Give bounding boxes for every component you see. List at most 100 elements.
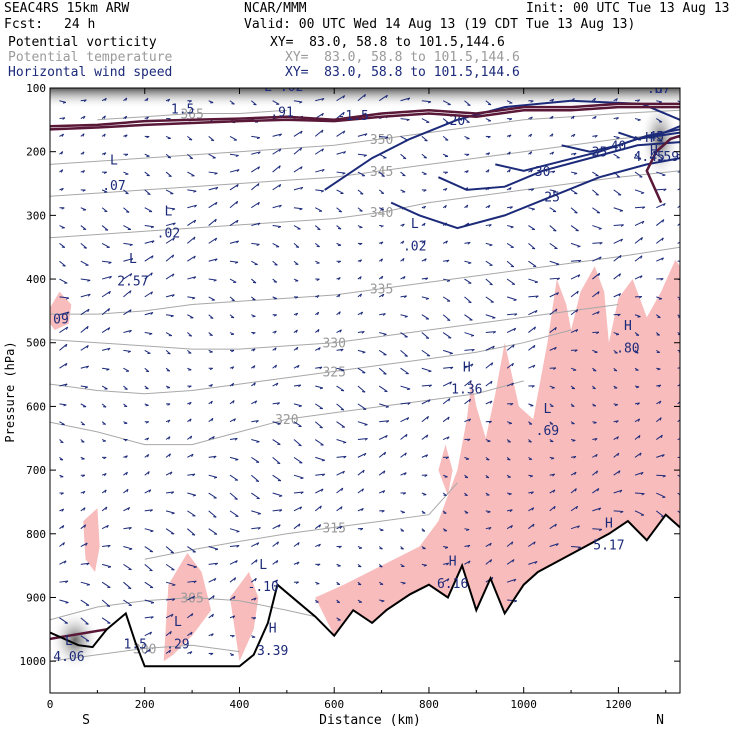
wind-vector xyxy=(165,563,175,571)
wind-vector-head xyxy=(618,293,622,297)
wind-vector-head xyxy=(425,277,429,281)
theta-contour-325 xyxy=(50,329,572,395)
wind-vector xyxy=(506,278,516,285)
wind-vector-head xyxy=(319,426,323,429)
wind-vector xyxy=(570,290,579,298)
wind-vector xyxy=(442,136,449,141)
wind-vector-head xyxy=(337,260,341,264)
wind-vector-head xyxy=(299,506,303,510)
wind-vector xyxy=(400,385,411,390)
wind-vector-head xyxy=(297,365,300,369)
wind-vector xyxy=(315,456,325,461)
wind-vector-head xyxy=(402,240,405,244)
wind-vector-head xyxy=(149,569,153,572)
wind-vector-head xyxy=(210,139,215,142)
wind-vector xyxy=(485,100,492,106)
theta-contour-350 xyxy=(50,109,680,165)
wind-vector-head xyxy=(129,309,132,313)
wind-vector xyxy=(485,542,492,547)
wind-vector-head xyxy=(167,352,171,355)
wind-vector-head xyxy=(213,476,218,479)
wind-vector xyxy=(229,577,236,583)
wind-vector xyxy=(80,617,89,625)
wind-vector-head xyxy=(595,454,598,458)
wind-vector-head xyxy=(425,454,429,458)
wind-vector xyxy=(506,260,515,268)
wind-vector xyxy=(400,314,408,317)
wind-vector xyxy=(144,240,155,244)
wind-vector-head xyxy=(446,259,450,263)
wind-vector-head xyxy=(169,631,172,635)
wind-vector xyxy=(123,207,130,213)
wind-vector xyxy=(507,313,518,316)
wind-vector-head xyxy=(86,562,90,566)
wind-vector-head xyxy=(339,329,342,333)
wind-vector xyxy=(165,254,174,262)
annotation: L xyxy=(174,615,182,630)
wind-vector xyxy=(123,225,132,230)
wind-vector-head xyxy=(257,183,260,187)
wind-vector xyxy=(421,454,428,458)
wind-vector xyxy=(336,439,347,443)
wind-vector-head xyxy=(168,649,172,653)
wind-vector-head xyxy=(276,402,280,405)
wind-vector xyxy=(101,225,109,231)
wind-vector-head xyxy=(448,398,451,402)
wind-vector xyxy=(293,421,302,427)
wind-vector-head xyxy=(279,495,283,497)
wind-vector-head xyxy=(428,384,432,388)
wind-vector-head xyxy=(253,617,257,620)
wind-vector xyxy=(229,528,240,532)
wind-vector-head xyxy=(167,419,171,423)
wind-vector xyxy=(144,332,153,335)
wind-vector-head xyxy=(61,133,65,137)
wind-vector xyxy=(506,578,517,583)
pv-fill-layer xyxy=(50,259,680,662)
wind-vector-head xyxy=(593,97,596,102)
wind-vector xyxy=(442,578,450,583)
wind-vector-head xyxy=(488,527,492,530)
wind-vector xyxy=(400,332,408,338)
wind-vector-head xyxy=(189,157,193,160)
wind-vector-head xyxy=(278,524,281,528)
annotation: L xyxy=(543,402,551,417)
wind-vector-head xyxy=(446,436,450,440)
wind-vector-head xyxy=(640,255,643,259)
wind-vector-head xyxy=(85,623,89,625)
wind-vector-head xyxy=(404,355,408,357)
wind-vector-head xyxy=(509,509,513,513)
wind-vector xyxy=(592,528,602,530)
wind-vector xyxy=(634,510,645,516)
wind-vector xyxy=(379,403,389,408)
wind-vector-head xyxy=(151,240,155,244)
wind-vector-head xyxy=(485,476,489,479)
wind-vector-head xyxy=(279,148,282,152)
wind-vector xyxy=(357,469,365,476)
wind-vector xyxy=(357,189,364,195)
wind-vector-head xyxy=(554,327,557,331)
wind-vector xyxy=(229,240,239,244)
wind-vector-head xyxy=(383,470,386,474)
wind-vector-head xyxy=(426,434,429,438)
wind-vector xyxy=(251,201,260,209)
wind-vector-head xyxy=(193,236,196,240)
wind-vector-head xyxy=(194,204,197,208)
wind-vector-head xyxy=(638,296,643,299)
wind-vector-head xyxy=(423,564,427,567)
wind-vector-head xyxy=(468,301,472,304)
wind-vector xyxy=(378,470,386,476)
wind-vector-head xyxy=(127,507,131,511)
wind-vector xyxy=(336,95,345,102)
wind-vector-head xyxy=(489,542,492,546)
wind-vector-head xyxy=(214,258,218,262)
theta-contour-300 xyxy=(50,644,240,662)
wind-vector-head xyxy=(300,147,303,151)
wind-vector-head xyxy=(342,95,346,99)
x-tick-label: 200 xyxy=(135,698,155,711)
wind-vector xyxy=(613,207,623,212)
wind-vector-head xyxy=(680,281,683,282)
wind-vector-head xyxy=(488,421,492,424)
annotation: L xyxy=(65,634,73,649)
wind-vector xyxy=(549,346,557,351)
wind-vector-head xyxy=(341,487,344,491)
